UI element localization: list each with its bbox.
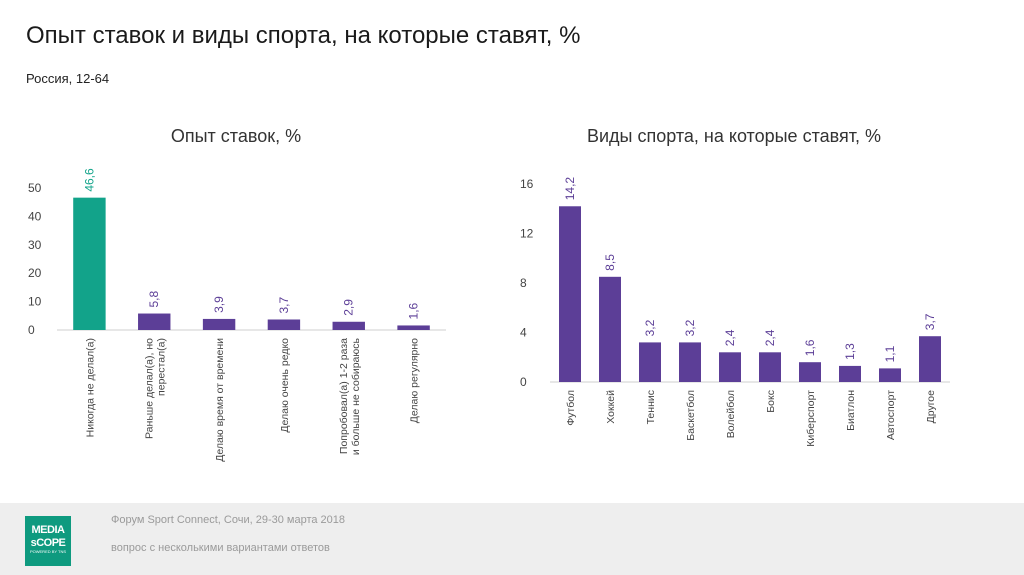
data-label: 8,5 xyxy=(603,254,617,271)
betting-experience-chart: Опыт ставок, % 0 10 20 30 40 50 46,6 Никогда не … xyxy=(20,110,460,470)
y-tick-label: 16 xyxy=(520,177,534,191)
data-label: 1,6 xyxy=(407,302,421,319)
category-label: Футбол xyxy=(565,390,577,426)
chart-svg: Опыт ставок, % 0 10 20 30 40 50 46,6 Никогда не … xyxy=(28,126,446,462)
category-label: Делаю очень редко xyxy=(279,338,291,433)
bar xyxy=(73,197,106,330)
y-tick-label: 40 xyxy=(28,209,42,223)
footer-event: Форум Sport Connect, Сочи, 29-30 марта 2… xyxy=(111,514,346,526)
bar xyxy=(759,352,781,382)
y-tick-label: 0 xyxy=(28,323,35,337)
bar xyxy=(919,336,941,382)
y-tick-label: 12 xyxy=(520,227,534,241)
bar xyxy=(679,342,701,382)
bar xyxy=(839,365,861,382)
y-tick-label: 0 xyxy=(520,375,527,389)
bar xyxy=(559,206,581,382)
data-label: 3,7 xyxy=(923,313,937,330)
y-tick-label: 8 xyxy=(520,276,527,290)
chart-svg: Виды спорта, на которые ставят, % 0 4 8 12 16… xyxy=(520,126,950,447)
y-tick-label: 10 xyxy=(28,295,42,309)
y-tick-label: 4 xyxy=(520,326,527,340)
data-label: 5,8 xyxy=(147,291,161,308)
bar xyxy=(138,313,171,330)
category-label: Делаю время от времени xyxy=(214,338,226,462)
data-label: 2,4 xyxy=(763,329,777,346)
data-label: 3,2 xyxy=(683,319,697,336)
category-label: Автоспорт xyxy=(885,390,897,440)
y-tick-label: 20 xyxy=(28,266,42,280)
chart-title: Опыт ставок, % xyxy=(171,126,301,146)
page-subtitle: Россия, 12-64 xyxy=(26,71,110,86)
chart-title: Виды спорта, на которые ставят, % xyxy=(587,126,881,146)
category-label: Никогда не делал(а) xyxy=(84,338,96,437)
bar xyxy=(799,362,821,382)
category-label: Биатлон xyxy=(845,390,857,431)
category-label: Раньше делал(а), ноперестал(а) xyxy=(143,338,167,439)
bar xyxy=(719,352,741,382)
y-tick-label: 50 xyxy=(28,181,42,195)
data-label: 2,9 xyxy=(342,299,356,316)
bar xyxy=(599,276,621,382)
data-label: 3,2 xyxy=(643,319,657,336)
sports-bet-chart: Виды спорта, на которые ставят, % 0 4 8 12 16… xyxy=(510,110,950,470)
data-label: 1,1 xyxy=(883,345,897,362)
bar xyxy=(267,319,301,330)
bar xyxy=(202,318,236,330)
footer-note: вопрос с несколькими вариантами ответов xyxy=(111,542,330,554)
bar xyxy=(639,342,661,382)
bar xyxy=(397,325,430,330)
bar xyxy=(879,368,901,382)
bar xyxy=(332,321,365,330)
mediascope-logo: MEDIA sCOPE POWERED BY TNS xyxy=(25,516,71,566)
category-label: Бокс xyxy=(765,390,777,413)
data-label: 3,9 xyxy=(212,296,226,313)
category-label: Другое xyxy=(925,390,937,424)
data-label: 1,6 xyxy=(803,339,817,356)
page-title: Опыт ставок и виды спорта, на которые ст… xyxy=(26,22,581,49)
category-label: Теннис xyxy=(645,390,657,424)
footer: MEDIA sCOPE POWERED BY TNS Форум Sport C… xyxy=(0,503,1024,575)
y-tick-label: 30 xyxy=(28,238,42,252)
category-label: Попробовал(а) 1-2 разаи больше не собира… xyxy=(338,337,362,455)
data-label: 1,3 xyxy=(843,343,857,360)
data-label: 2,4 xyxy=(723,329,737,346)
category-label: Делаю регулярно xyxy=(409,338,421,423)
data-label: 14,2 xyxy=(563,177,577,201)
data-label: 3,7 xyxy=(277,296,291,313)
category-label: Киберспорт xyxy=(805,390,817,447)
category-label: Хоккей xyxy=(605,390,617,424)
data-label: 46,6 xyxy=(82,168,96,192)
category-label: Волейбол xyxy=(725,390,737,438)
category-label: Баскетбол xyxy=(685,390,697,441)
